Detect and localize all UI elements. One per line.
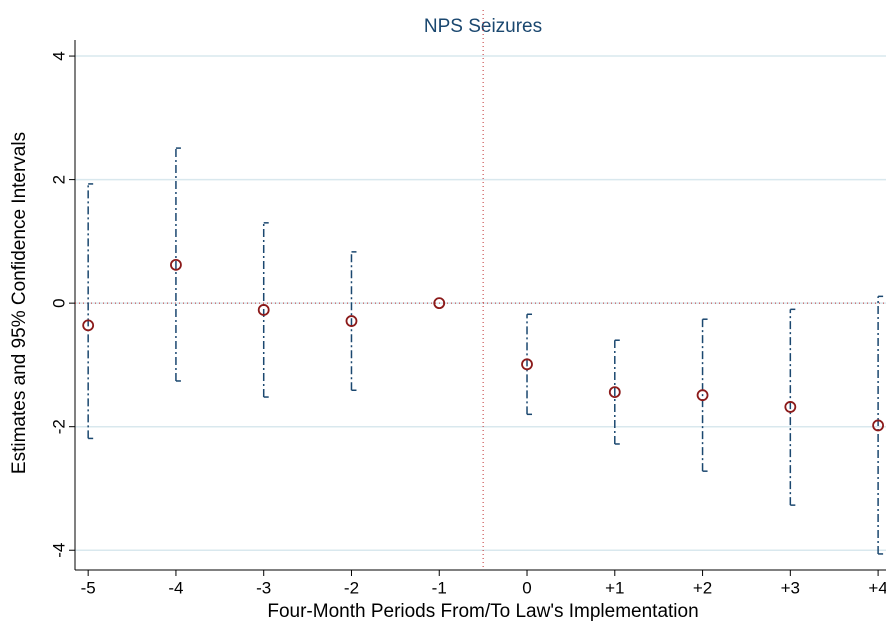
point-estimate (696, 389, 709, 402)
x-tick-label: +3 (781, 578, 800, 597)
x-tick-label: +4 (868, 578, 886, 597)
x-tick-label: -4 (168, 578, 183, 597)
y-tick-label: 0 (49, 298, 68, 307)
y-tick-label: 4 (49, 51, 68, 60)
x-tick-label: -5 (81, 578, 96, 597)
point-estimate (872, 419, 885, 432)
y-tick-label: 2 (49, 175, 68, 184)
x-tick-label: -3 (256, 578, 271, 597)
point-estimate (82, 319, 95, 332)
y-tick-label: -4 (49, 543, 68, 558)
x-tick-label: -2 (344, 578, 359, 597)
point-estimate (170, 258, 182, 271)
y-tick-label: -2 (49, 419, 68, 434)
point-estimate (784, 401, 797, 413)
x-tick-label: +2 (693, 578, 712, 597)
x-tick-label: +1 (605, 578, 624, 597)
point-estimate (433, 297, 446, 310)
x-tick-label: -1 (432, 578, 447, 597)
point-estimate (521, 358, 533, 371)
x-tick-label: 0 (522, 578, 531, 597)
y-axis-title: Estimates and 95% Confidence Intervals (9, 132, 30, 474)
point-estimate (345, 315, 358, 327)
point-estimate (257, 304, 270, 316)
point-estimate (608, 386, 621, 398)
x-axis-title: Four-Month Periods From/To Law's Impleme… (267, 601, 698, 622)
